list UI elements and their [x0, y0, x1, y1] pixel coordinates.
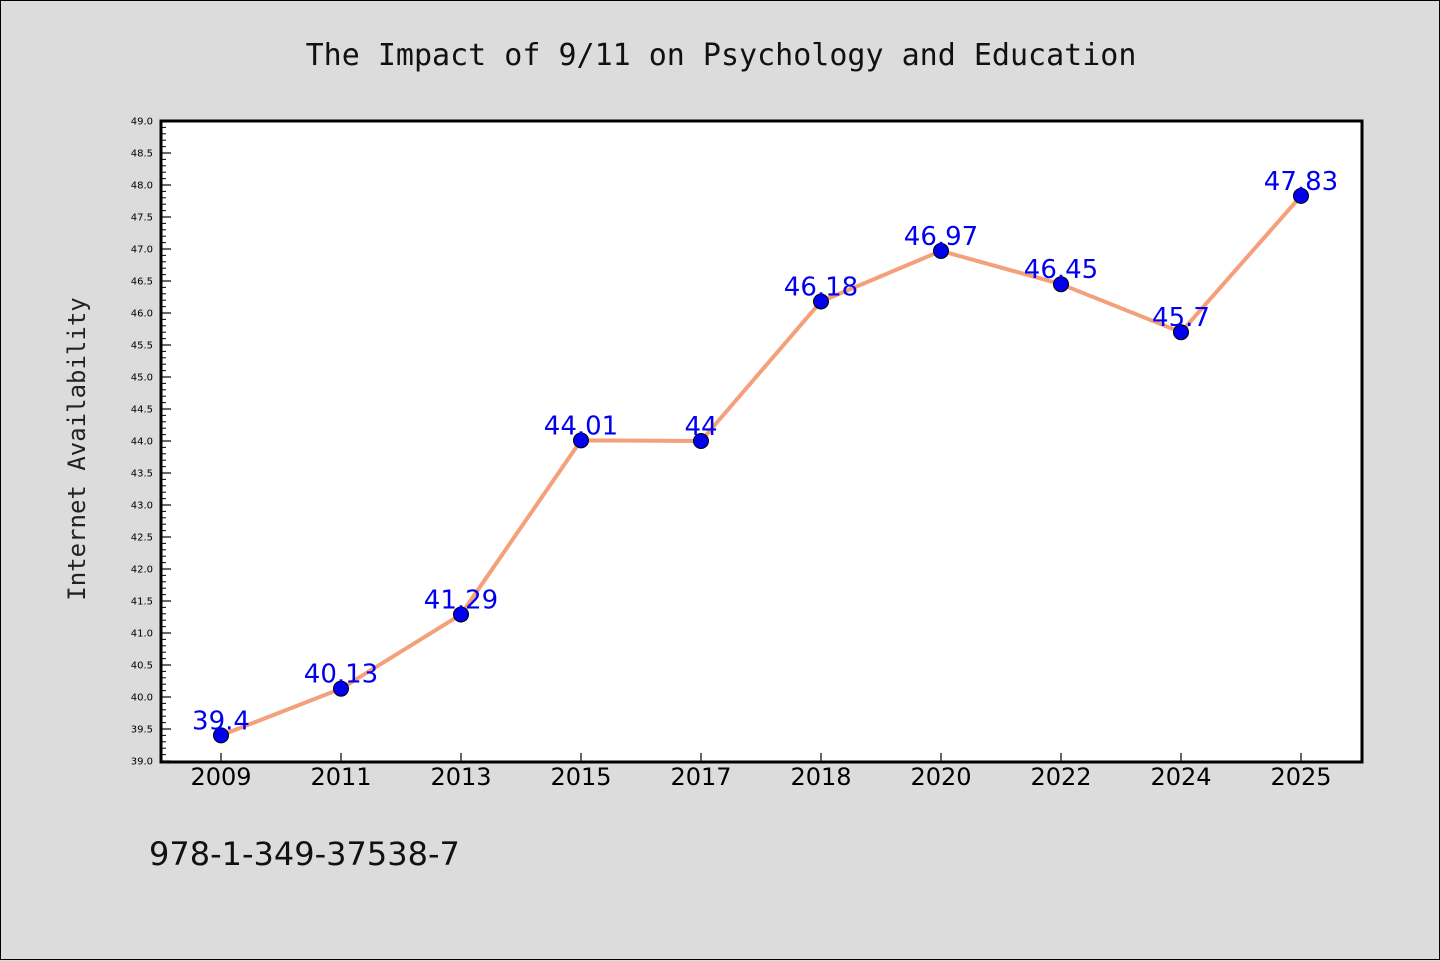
y-tick-label: 45.5 — [131, 341, 153, 352]
data-label: 44.01 — [544, 411, 618, 441]
y-tick-label: 41.0 — [131, 629, 153, 640]
data-label: 39.4 — [192, 706, 250, 736]
data-label: 46.97 — [904, 222, 978, 252]
series-line — [220, 194, 1303, 738]
data-point — [1173, 324, 1189, 341]
x-tick-label: 2017 — [670, 763, 731, 791]
x-tick-label: 2018 — [790, 763, 851, 791]
data-point — [573, 432, 589, 449]
chart-title: The Impact of 9/11 on Psychology and Edu… — [306, 38, 1137, 73]
series-markers — [213, 187, 1309, 744]
y-axis-ticks: 39.0 39.5 40.0 40.5 41.0 41.5 42.0 42.5 43.0 43.5… — [131, 117, 171, 768]
y-tick-label: 39.0 — [131, 757, 153, 768]
y-tick-label: 40.0 — [131, 693, 153, 704]
data-label: 46.45 — [1024, 255, 1098, 285]
data-label: 41.29 — [424, 585, 498, 615]
x-tick-label: 2013 — [430, 763, 491, 791]
y-tick-label: 42.0 — [131, 565, 153, 576]
x-tick-label: 2022 — [1030, 763, 1091, 791]
y-tick-label: 43.5 — [131, 469, 153, 480]
data-label: 47.83 — [1264, 167, 1338, 197]
x-axis-ticks: 2009 2011 2013 2015 2017 2018 2020 2022 2024 2025 — [190, 753, 1332, 791]
y-tick-label: 48.5 — [131, 149, 153, 160]
y-tick-label: 39.5 — [131, 725, 153, 736]
data-point — [933, 242, 949, 259]
y-tick-label: 48.0 — [131, 181, 153, 192]
data-point — [333, 680, 349, 697]
data-point — [1053, 276, 1069, 293]
y-tick-label: 41.5 — [131, 597, 153, 608]
y-tick-label: 47.5 — [131, 213, 153, 224]
y-tick-label: 46.0 — [131, 309, 153, 320]
y-tick-label: 44.0 — [131, 437, 153, 448]
y-tick-label: 45.0 — [131, 373, 153, 384]
data-point — [693, 433, 709, 449]
data-labels: 39.4 40.13 41.29 44.01 44 46.18 46.97 46.45 45.7… — [192, 167, 1338, 737]
footnote-isbn: 978-1-349-37538-7 — [149, 835, 460, 873]
data-point — [813, 293, 829, 310]
y-tick-label: 47.0 — [131, 245, 153, 256]
x-tick-label: 2011 — [310, 763, 371, 791]
data-point — [213, 727, 229, 744]
data-label: 46.18 — [784, 272, 858, 302]
x-tick-label: 2015 — [550, 763, 611, 791]
y-tick-label: 43.0 — [131, 501, 153, 512]
x-tick-label: 2020 — [910, 763, 971, 791]
data-label: 40.13 — [304, 660, 378, 690]
data-label: 44 — [684, 412, 717, 442]
data-point — [453, 606, 469, 623]
data-label: 45.7 — [1152, 303, 1210, 333]
plot-area — [159, 119, 1364, 764]
y-tick-label: 49.0 — [131, 117, 153, 128]
x-tick-label: 2024 — [1150, 763, 1211, 791]
y-tick-label: 42.5 — [131, 533, 153, 544]
x-tick-label: 2025 — [1270, 763, 1331, 791]
data-point — [1293, 187, 1309, 204]
y-axis-label: Internet Availability — [63, 297, 91, 600]
y-tick-label: 40.5 — [131, 661, 153, 672]
x-tick-label: 2009 — [190, 763, 251, 791]
y-tick-label: 44.5 — [131, 405, 153, 416]
y-tick-label: 46.5 — [131, 277, 153, 288]
